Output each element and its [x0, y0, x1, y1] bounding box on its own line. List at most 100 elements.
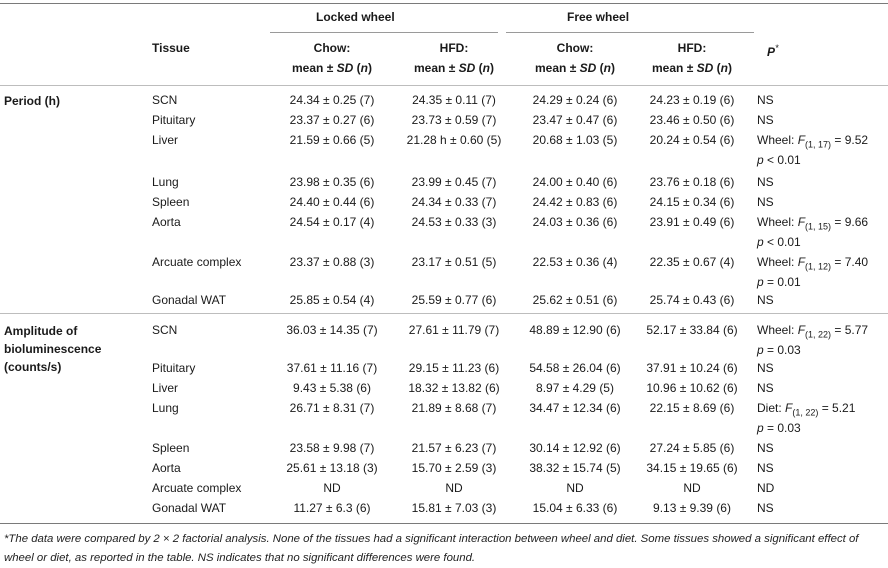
- value-cell: 21.59 ± 0.66 (5): [289, 133, 375, 147]
- value-cell: 24.42 ± 0.83 (6): [532, 195, 618, 209]
- locked-group-line: [270, 32, 498, 33]
- header-rule: [0, 85, 888, 86]
- section-label-line: (counts/s): [4, 360, 62, 374]
- p-cell: NS: [757, 293, 774, 307]
- section-label-0: Period (h): [4, 92, 60, 110]
- value-cell: 9.43 ± 5.38 (6): [293, 381, 371, 395]
- value-cell: 25.61 ± 13.18 (3): [286, 461, 378, 475]
- tissue-cell: Arcuate complex: [152, 481, 242, 495]
- footnote: *The data were compared by 2 × 2 factori…: [4, 533, 859, 564]
- value-cell: 20.24 ± 0.54 (6): [649, 133, 735, 147]
- p-cell: NS: [757, 441, 774, 455]
- section-label-1: Amplitude of bioluminescence (counts/s): [4, 322, 101, 376]
- p-cell: p < 0.01: [757, 235, 801, 249]
- value-cell: 15.81 ± 7.03 (3): [411, 501, 497, 515]
- value-cell: 29.15 ± 11.23 (6): [408, 361, 500, 375]
- value-cell: 9.13 ± 9.39 (6): [653, 501, 731, 515]
- value-cell: 23.46 ± 0.50 (6): [649, 113, 735, 127]
- value-cell: 37.61 ± 11.16 (7): [286, 361, 378, 375]
- group-header-free: Free wheel: [567, 10, 630, 24]
- value-cell: 15.04 ± 6.33 (6): [532, 501, 618, 515]
- value-cell: 18.32 ± 13.82 (6): [408, 381, 500, 395]
- section-label-line: Amplitude of: [4, 324, 78, 338]
- tissue-cell: Liver: [152, 381, 179, 395]
- value-cell: 25.62 ± 0.51 (6): [532, 293, 618, 307]
- value-cell: 24.54 ± 0.17 (4): [289, 215, 375, 229]
- tissue-cell: Gonadal WAT: [152, 501, 227, 515]
- header-p: P*: [767, 43, 779, 59]
- header-hfd-free-line2: mean ± SD (n): [652, 61, 732, 75]
- free-group-line: [506, 32, 754, 33]
- tissue-cell: SCN: [152, 93, 178, 107]
- value-cell: 34.47 ± 12.34 (6): [529, 401, 621, 415]
- header-chow-locked-line2: mean ± SD (n): [292, 61, 372, 75]
- value-cell: ND: [683, 481, 701, 495]
- value-cell: 23.47 ± 0.47 (6): [532, 113, 618, 127]
- value-cell: 11.27 ± 6.3 (6): [293, 501, 371, 515]
- value-cell: 21.57 ± 6.23 (7): [411, 441, 497, 455]
- p-cell: ND: [757, 481, 775, 495]
- value-cell: 48.89 ± 12.90 (6): [529, 323, 621, 337]
- p-cell: NS: [757, 113, 774, 127]
- value-cell: 24.40 ± 0.44 (6): [289, 195, 375, 209]
- section-rule: [0, 313, 888, 314]
- p-cell: NS: [757, 361, 774, 375]
- value-cell: 8.97 ± 4.29 (5): [536, 381, 614, 395]
- value-cell: ND: [445, 481, 463, 495]
- value-cell: 23.76 ± 0.18 (6): [649, 175, 735, 189]
- value-cell: 52.17 ± 33.84 (6): [646, 323, 738, 337]
- header-chow-free-line1: Chow:: [556, 41, 594, 55]
- p-cell: NS: [757, 461, 774, 475]
- header-hfd-locked-line1: HFD:: [439, 41, 469, 55]
- p-cell: Wheel: F(1, 15) = 9.66: [757, 215, 869, 232]
- tissue-cell: Aorta: [152, 215, 181, 229]
- value-cell: 30.14 ± 12.92 (6): [529, 441, 621, 455]
- p-cell: Diet: F(1, 22) = 5.21: [757, 401, 856, 418]
- tissue-cell: Aorta: [152, 461, 181, 475]
- value-cell: ND: [566, 481, 584, 495]
- value-cell: 23.37 ± 0.27 (6): [289, 113, 375, 127]
- value-cell: ND: [323, 481, 341, 495]
- tissue-cell: Gonadal WAT: [152, 293, 227, 307]
- tissue-cell: Pituitary: [152, 113, 196, 127]
- value-cell: 25.59 ± 0.77 (6): [411, 293, 497, 307]
- tissue-cell: SCN: [152, 323, 178, 337]
- value-cell: 10.96 ± 10.62 (6): [646, 381, 738, 395]
- tissue-cell: Lung: [152, 401, 179, 415]
- top-rule: [0, 3, 888, 4]
- value-cell: 24.03 ± 0.36 (6): [532, 215, 618, 229]
- value-cell: 22.53 ± 0.36 (4): [532, 255, 618, 269]
- value-cell: 22.15 ± 8.69 (6): [649, 401, 735, 415]
- value-cell: 24.34 ± 0.33 (7): [411, 195, 497, 209]
- tissue-cell: Lung: [152, 175, 179, 189]
- p-cell: p < 0.01: [757, 153, 801, 167]
- p-cell: p = 0.03: [757, 421, 801, 435]
- value-cell: 23.99 ± 0.45 (7): [411, 175, 497, 189]
- tissue-cell: Spleen: [152, 441, 190, 455]
- value-cell: 27.61 ± 11.79 (7): [408, 323, 500, 337]
- value-cell: 20.68 ± 1.03 (5): [532, 133, 618, 147]
- p-cell: p = 0.03: [757, 343, 801, 357]
- header-chow-free-line2: mean ± SD (n): [535, 61, 615, 75]
- p-cell: Wheel: F(1, 22) = 5.77: [757, 323, 869, 340]
- group-header-locked: Locked wheel: [316, 10, 395, 24]
- value-cell: 24.23 ± 0.19 (6): [649, 93, 735, 107]
- p-cell: Wheel: F(1, 12) = 7.40: [757, 255, 869, 272]
- value-cell: 21.89 ± 8.68 (7): [411, 401, 497, 415]
- value-cell: 24.15 ± 0.34 (6): [649, 195, 735, 209]
- p-cell: NS: [757, 195, 774, 209]
- p-cell: NS: [757, 381, 774, 395]
- section-label-line: Period (h): [4, 94, 60, 108]
- value-cell: 24.35 ± 0.11 (7): [412, 93, 496, 107]
- value-cell: 27.24 ± 5.85 (6): [649, 441, 735, 455]
- p-cell: NS: [757, 93, 774, 107]
- tissue-cell: Liver: [152, 133, 179, 147]
- value-cell: 23.98 ± 0.35 (6): [289, 175, 375, 189]
- header-chow-locked-line1: Chow:: [313, 41, 351, 55]
- tissue-cell: Spleen: [152, 195, 190, 209]
- p-cell: p = 0.01: [757, 275, 801, 289]
- value-cell: 15.70 ± 2.59 (3): [411, 461, 497, 475]
- value-cell: 37.91 ± 10.24 (6): [646, 361, 738, 375]
- bottom-rule: [0, 523, 888, 524]
